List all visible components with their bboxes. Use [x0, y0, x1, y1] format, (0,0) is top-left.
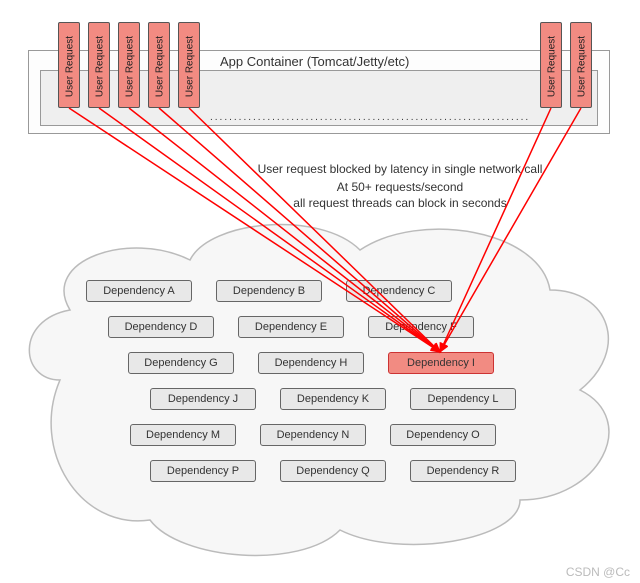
- dependency-box: Dependency F: [368, 316, 474, 338]
- dependency-box: Dependency K: [280, 388, 386, 410]
- queue-dots: ........................................…: [210, 112, 530, 123]
- dependency-box: Dependency Q: [280, 460, 386, 482]
- dependency-box: Dependency L: [410, 388, 516, 410]
- user-request-label: User Request: [125, 24, 136, 110]
- dependency-box: Dependency P: [150, 460, 256, 482]
- dependency-box: Dependency H: [258, 352, 364, 374]
- dependency-box: Dependency G: [128, 352, 234, 374]
- user-request-label: User Request: [185, 24, 196, 110]
- dependency-box: Dependency M: [130, 424, 236, 446]
- dependency-box: Dependency C: [346, 280, 452, 302]
- dependency-box: Dependency N: [260, 424, 366, 446]
- user-request-box: User Request: [58, 22, 80, 108]
- user-request-box: User Request: [570, 22, 592, 108]
- caption-text: At 50+ requests/second: [210, 180, 590, 194]
- user-request-label: User Request: [155, 24, 166, 110]
- user-request-box: User Request: [540, 22, 562, 108]
- user-request-box: User Request: [88, 22, 110, 108]
- dependency-box: Dependency D: [108, 316, 214, 338]
- watermark: CSDN @Cc: [566, 565, 630, 579]
- dependency-box: Dependency E: [238, 316, 344, 338]
- user-request-box: User Request: [148, 22, 170, 108]
- user-request-box: User Request: [118, 22, 140, 108]
- dependency-box: Dependency O: [390, 424, 496, 446]
- user-request-box: User Request: [178, 22, 200, 108]
- dependency-box: Dependency R: [410, 460, 516, 482]
- dependency-box: Dependency B: [216, 280, 322, 302]
- user-request-label: User Request: [65, 24, 76, 110]
- dependency-box: Dependency I: [388, 352, 494, 374]
- user-request-label: User Request: [547, 24, 558, 110]
- app-container-label: App Container (Tomcat/Jetty/etc): [220, 54, 409, 69]
- user-request-label: User Request: [95, 24, 106, 110]
- user-request-label: User Request: [577, 24, 588, 110]
- dependency-box: Dependency A: [86, 280, 192, 302]
- caption-text: all request threads can block in seconds: [210, 196, 590, 210]
- caption-text: User request blocked by latency in singl…: [210, 162, 590, 176]
- dependency-box: Dependency J: [150, 388, 256, 410]
